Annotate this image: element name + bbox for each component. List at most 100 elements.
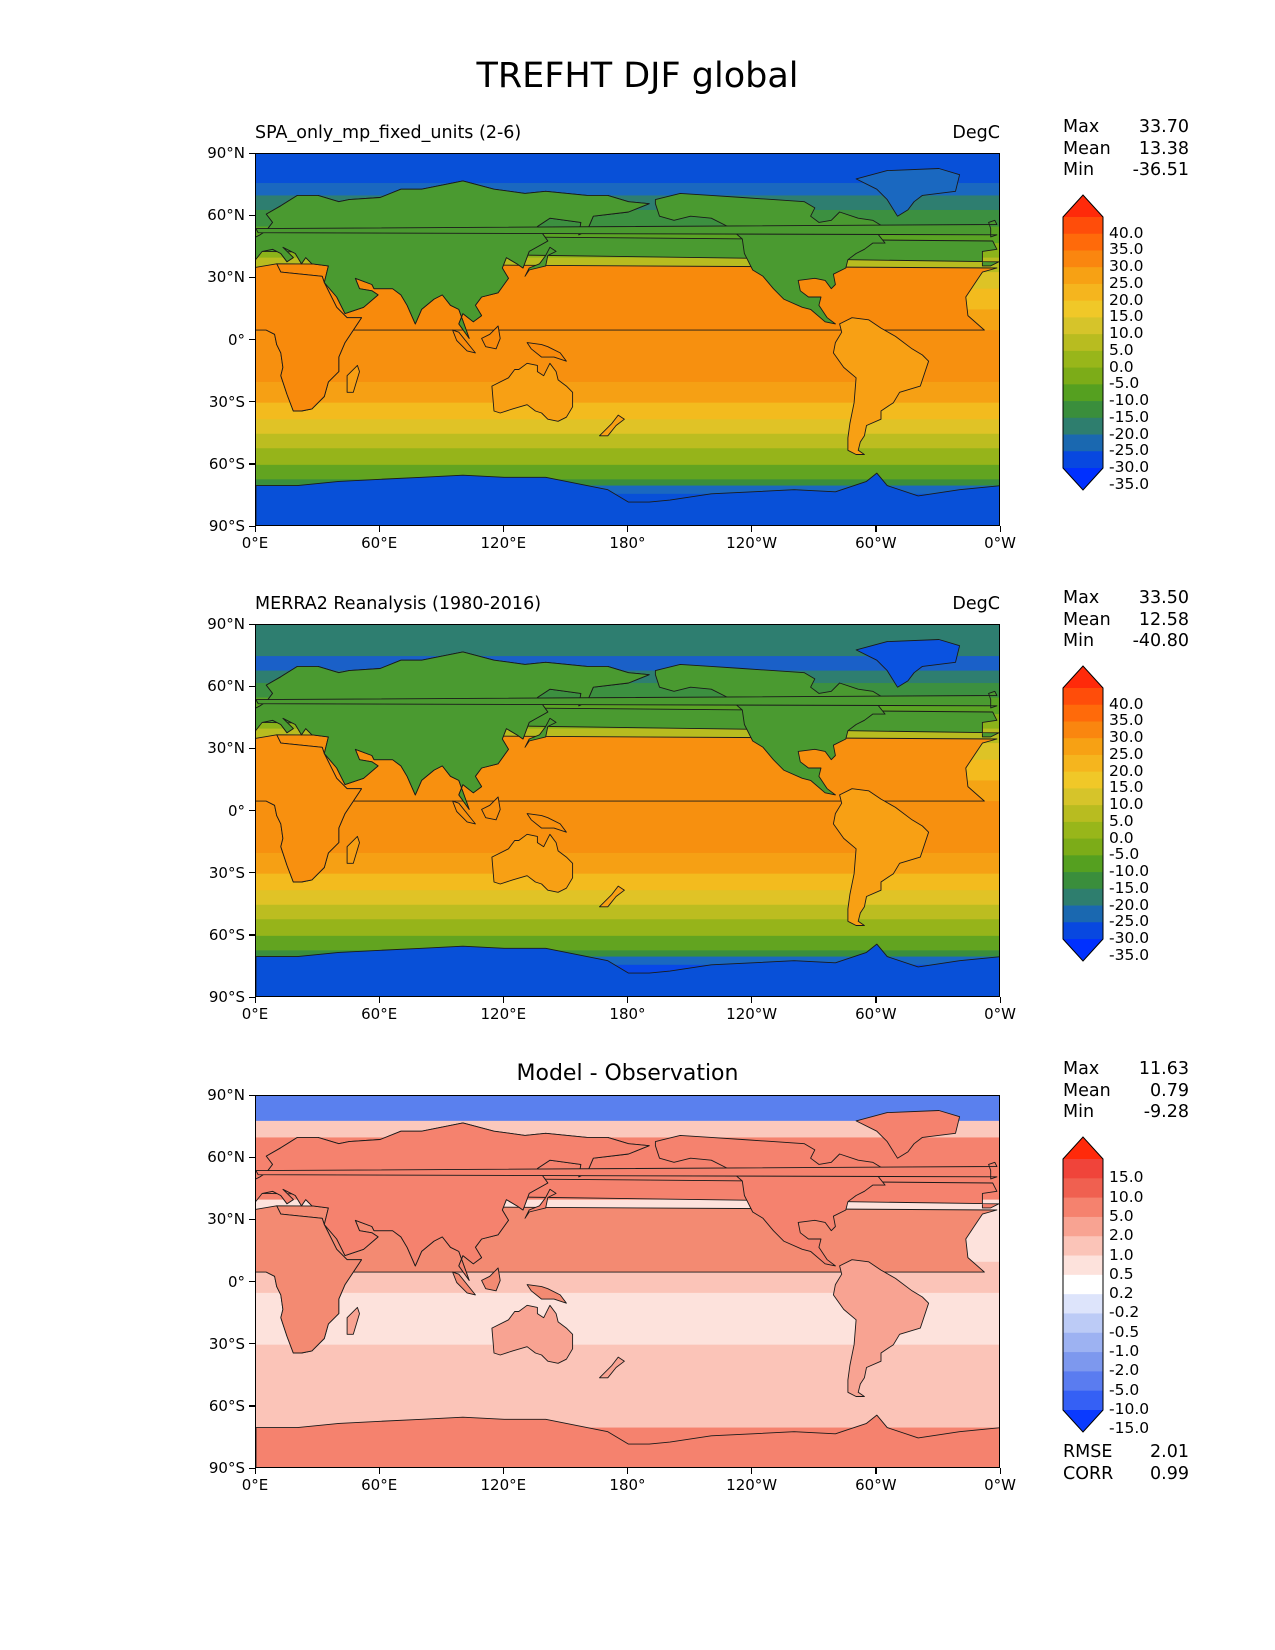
madagascar-outline: [346, 1306, 360, 1335]
colorbar-segment: [1063, 317, 1103, 335]
madagascar-outline: [346, 835, 360, 864]
colorbar-segment: [1063, 434, 1103, 452]
colorbar-segment: [1063, 754, 1103, 773]
panel-left-title: MERRA2 Reanalysis (1980-2016): [255, 594, 542, 614]
stat-row: CORR 0.99: [1063, 1464, 1189, 1486]
stat-label: CORR: [1063, 1463, 1114, 1484]
lon-tick-label: 0°E: [241, 534, 269, 552]
lon-tick-mark: [502, 1468, 505, 1474]
colorbar-segment: [1063, 688, 1103, 706]
colorbar-label: -15.0: [1109, 1419, 1150, 1438]
stat-value: 33.50: [1138, 588, 1189, 608]
field-band: [256, 852, 999, 875]
lat-tick-label: 90°N: [207, 615, 245, 633]
greatbritain-outline: [256, 690, 998, 709]
colorbar-label: -30.0: [1109, 458, 1150, 476]
lon-tick-mark: [502, 997, 505, 1003]
new-guinea-outline: [526, 1284, 567, 1304]
map-frame: [255, 1095, 1000, 1468]
lat-tick-label: 30°N: [207, 739, 245, 758]
stat-row: Max 11.63: [1063, 1059, 1189, 1081]
lat-tick-mark: [249, 996, 255, 998]
colorbar-extend-bottom: [1063, 1410, 1103, 1432]
colorbar-label: 35.0: [1109, 240, 1144, 259]
colorbar-label: 30.0: [1109, 257, 1144, 276]
lon-tick-label: 60°E: [361, 1005, 398, 1023]
map-frame: [255, 624, 1000, 997]
lon-tick-mark: [875, 526, 877, 532]
colorbar-label: 10.0: [1109, 1187, 1144, 1206]
panel-left-title: SPA_only_mp_fixed_units (2-6): [255, 123, 522, 143]
stat-value: 2.01: [1150, 1442, 1189, 1462]
greenland-outline: [855, 639, 961, 688]
australia-outline: [491, 833, 574, 893]
australia-outline: [491, 362, 574, 422]
lon-tick-label: 60°E: [361, 534, 398, 552]
colorbar-label: -10.0: [1109, 862, 1150, 881]
stat-label: Min: [1063, 1102, 1095, 1122]
lon-tick-label: 180°: [609, 1476, 646, 1494]
colorbar-label: -10.0: [1109, 391, 1150, 410]
colorbar-segment: [1063, 805, 1103, 823]
lat-tick-mark: [249, 1343, 255, 1345]
colorbar-label: -10.0: [1109, 1400, 1150, 1418]
colorbar-segment: [1063, 217, 1103, 235]
new-guinea-outline: [526, 813, 567, 833]
lon-tick-label: 0°W: [984, 1476, 1016, 1494]
colorbar-label: -15.0: [1109, 407, 1150, 426]
colorbar-label: 5.0: [1109, 1206, 1134, 1225]
colorbar-segment: [1063, 922, 1103, 940]
field-band: [256, 419, 999, 435]
japan-outline: [524, 1188, 557, 1219]
colorbar-segment: [1063, 704, 1103, 722]
colorbar-label: 40.0: [1109, 694, 1144, 713]
colorbar-label: 25.0: [1109, 744, 1144, 763]
lat-tick-mark: [249, 872, 255, 874]
colorbar-segment: [1063, 417, 1103, 435]
field-band: [256, 479, 999, 487]
map-frame: [255, 153, 1000, 526]
lat-tick-label: 60°S: [208, 1396, 245, 1415]
sumatra-outline: [452, 329, 476, 354]
field-band: [256, 402, 999, 420]
colorbar-label: 0.5: [1109, 1264, 1134, 1283]
australia-outline: [491, 1304, 574, 1364]
lat-tick-label: 0°: [227, 330, 245, 349]
colorbar-segment: [1063, 1159, 1103, 1179]
south-america-outline: [832, 1259, 930, 1397]
stat-row: Mean 13.38: [1063, 139, 1189, 161]
lon-tick-mark: [875, 1468, 877, 1474]
lon-tick-label: 0°W: [984, 534, 1016, 552]
africa-outline-wrap: [256, 1205, 362, 1354]
japan-outline: [524, 246, 557, 277]
colorbar-segment: [1063, 1197, 1103, 1218]
colorbar-label: 15.0: [1109, 1168, 1144, 1187]
lat-tick-label: 30°S: [208, 1334, 245, 1353]
colorbar-label: -20.0: [1109, 895, 1150, 914]
lon-tick-mark: [999, 1468, 1001, 1474]
lon-tick-mark: [627, 1468, 629, 1474]
lat-tick-mark: [249, 1405, 255, 1407]
stat-row: Max 33.50: [1063, 588, 1189, 610]
lat-tick-mark: [249, 1281, 255, 1283]
field-band: [256, 950, 999, 958]
stat-label: Min: [1063, 160, 1095, 180]
colorbar-extend-bottom: [1063, 939, 1103, 961]
antarctica-outline: [256, 472, 999, 525]
colorbar-segment: [1063, 1274, 1103, 1295]
colorbar-label: 10.0: [1109, 795, 1144, 814]
colorbar-extend-top: [1063, 1137, 1103, 1159]
stat-label: Max: [1063, 1059, 1100, 1079]
lat-tick-mark: [249, 1467, 255, 1469]
colorbar-segment: [1063, 384, 1103, 402]
colorbar-segment: [1063, 1371, 1103, 1392]
colorbar: [1062, 194, 1104, 491]
field-band: [256, 381, 999, 404]
stat-value: 0.79: [1150, 1080, 1189, 1101]
stats-block: Max 11.63 Mean 0.79 Min -9.28: [1063, 1059, 1189, 1124]
colorbar: [1062, 1136, 1104, 1433]
stat-value: 13.38: [1138, 138, 1189, 159]
lon-tick-mark: [627, 997, 629, 1003]
field-band: [256, 485, 999, 495]
lon-tick-label: 0°W: [984, 1005, 1016, 1023]
